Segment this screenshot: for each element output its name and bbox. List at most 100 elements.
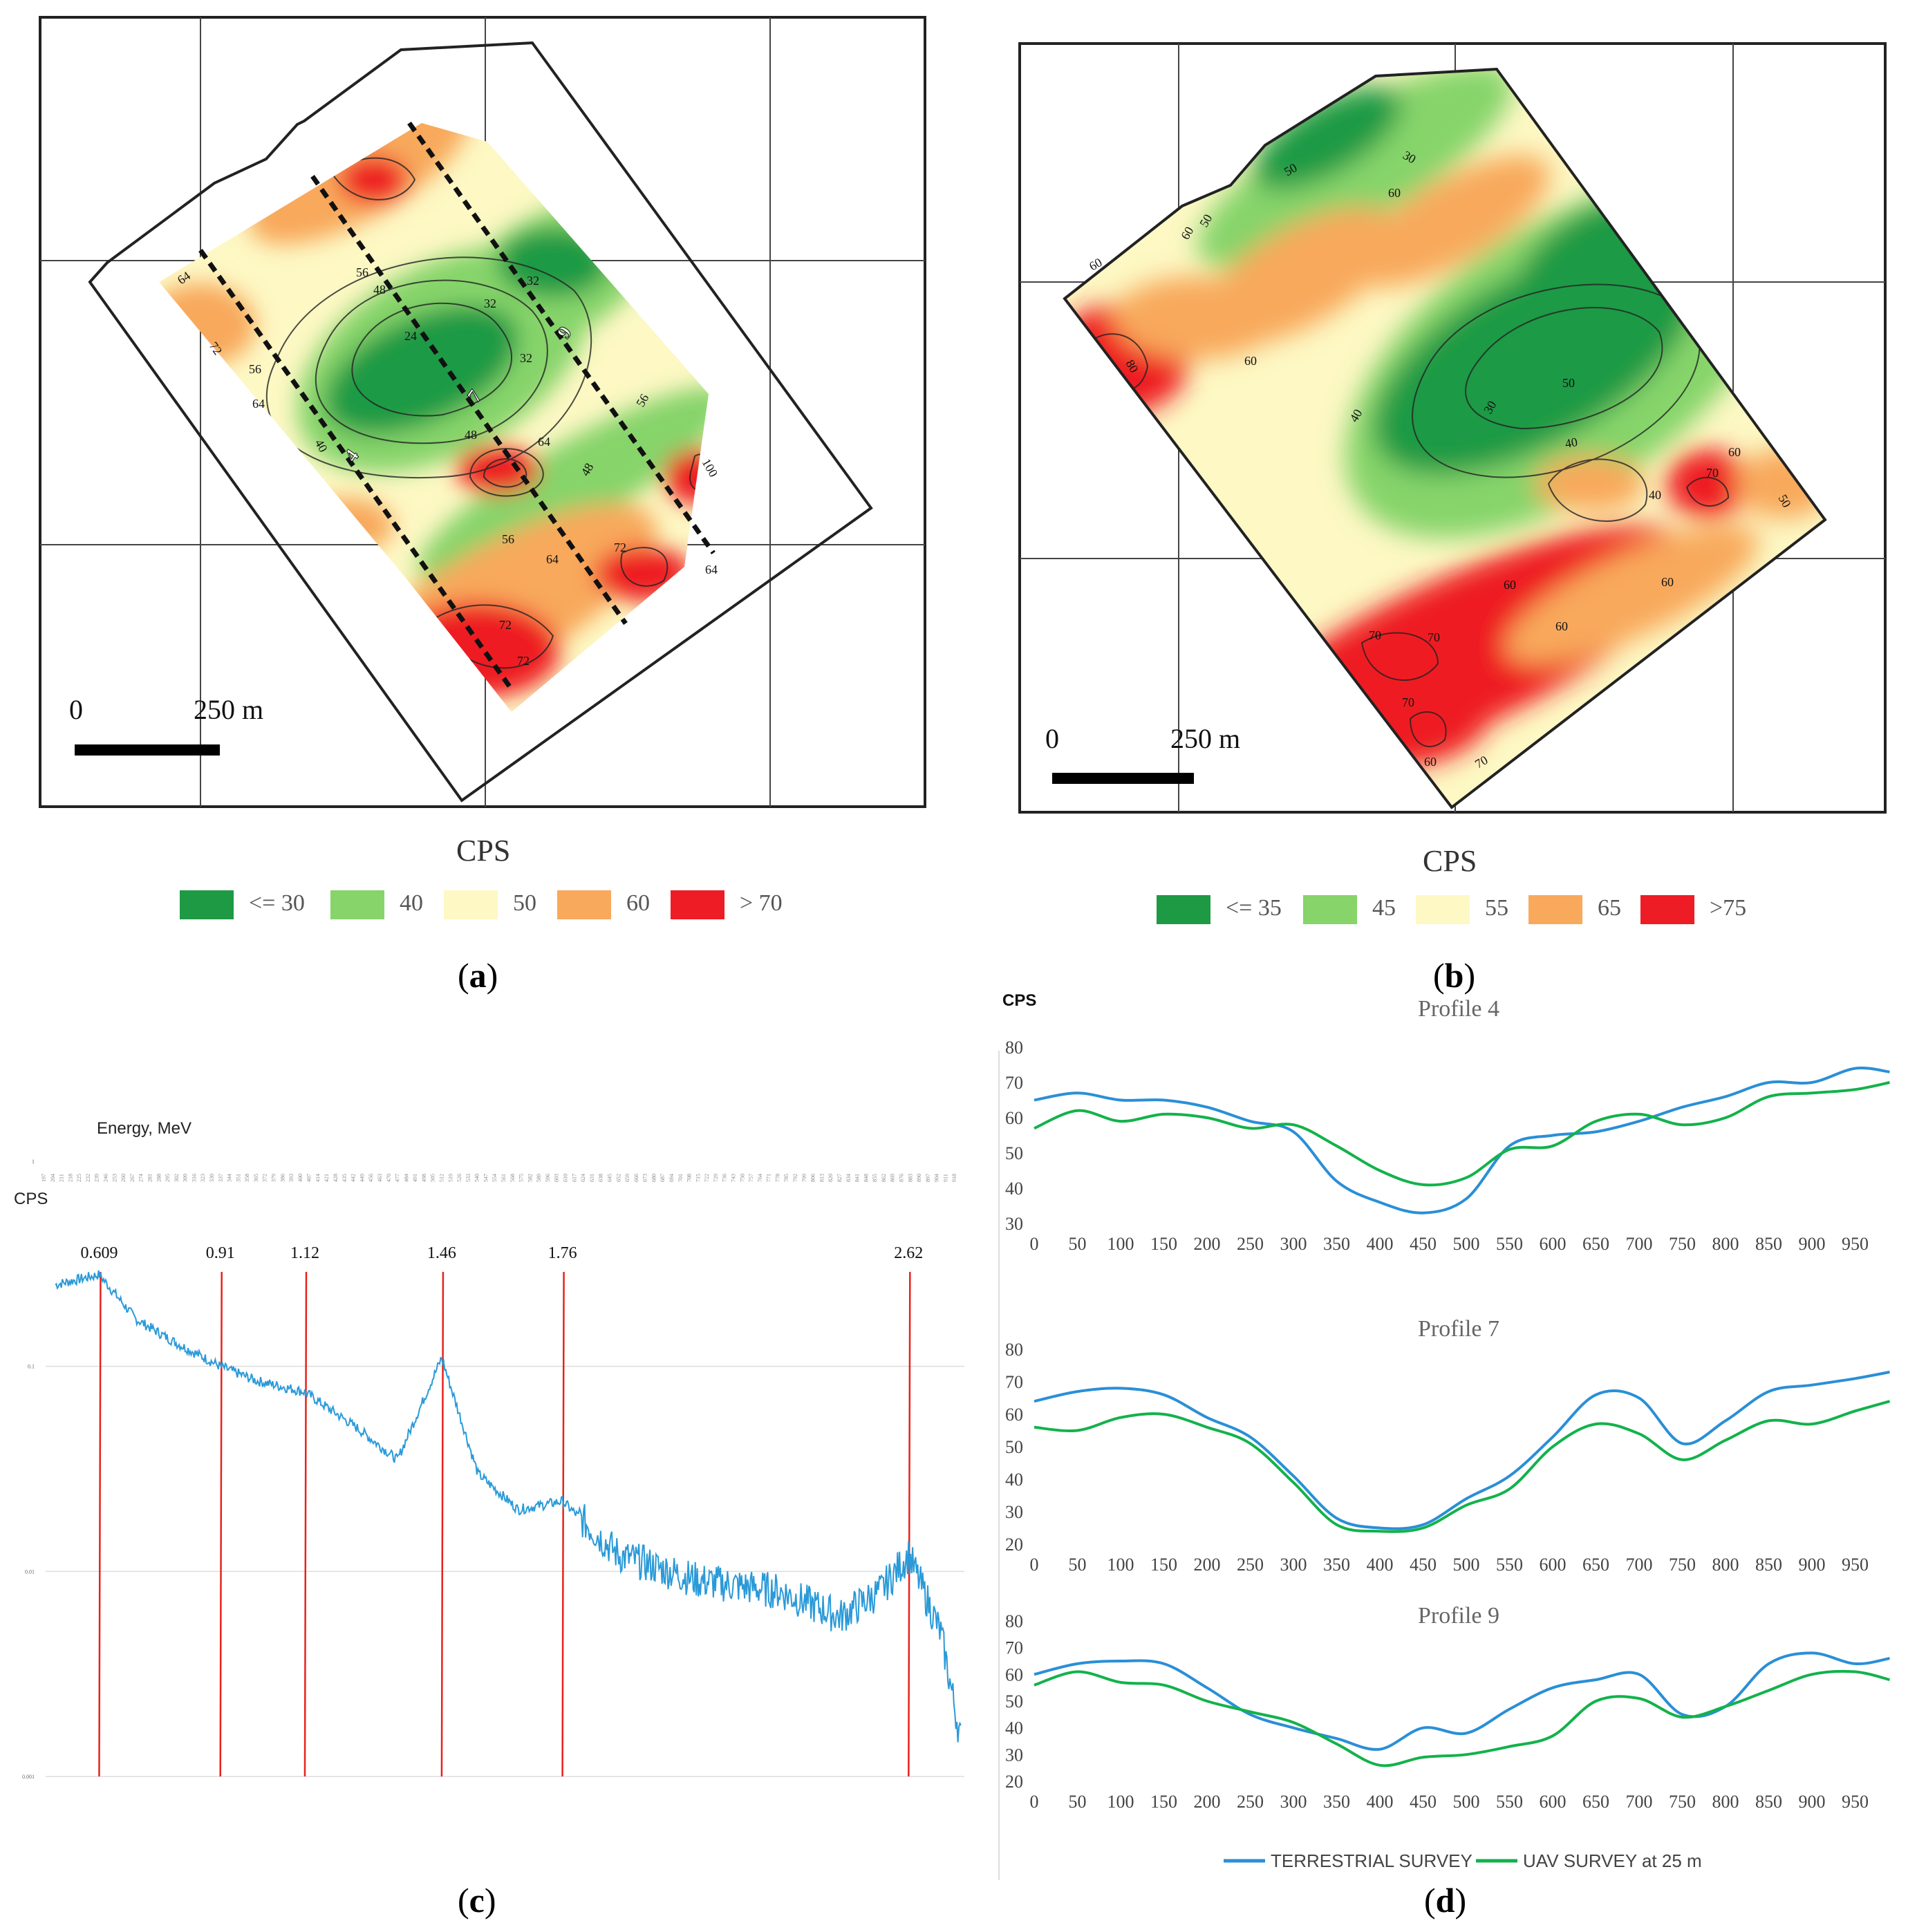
channel-tick-label: 666 [633, 1174, 639, 1182]
channel-tick-label: 561 [501, 1174, 507, 1182]
channel-tick-label: 813 [819, 1174, 825, 1182]
channel-tick-label: 778 [774, 1174, 780, 1182]
channel-tick-label: 806 [810, 1174, 816, 1182]
channel-tick-label: 603 [554, 1174, 560, 1182]
map-b: 60 50 60 50 60 30 80 60 40 30 40 50 40 7… [1018, 42, 1887, 814]
channel-tick-label: 260 [120, 1174, 127, 1182]
profile-title: Profile 9 [1418, 1603, 1499, 1629]
caption-d: (d) [1424, 1881, 1467, 1920]
y-tick-label: 80 [1005, 1038, 1023, 1058]
legend-title-b: CPS [1423, 844, 1477, 878]
x-tick-label: 850 [1755, 1234, 1782, 1254]
peak-label: 2.62 [894, 1244, 923, 1262]
peak-label: 0.91 [206, 1244, 235, 1262]
legend-label: 60 [626, 890, 650, 916]
channel-tick-label: 358 [244, 1174, 250, 1182]
contour-label: 48 [373, 283, 386, 297]
contour-label: 60 [1728, 445, 1741, 459]
legend-label: 40 [400, 890, 423, 916]
contour-label: 64 [538, 435, 550, 449]
channel-tick-label: 442 [350, 1174, 357, 1182]
spectrum-ylabel: CPS [14, 1190, 48, 1208]
channel-tick-label: 281 [147, 1174, 153, 1182]
contour-label: 56 [249, 362, 261, 376]
channel-tick-label: 267 [129, 1174, 135, 1182]
scale-distance: 250 m [1170, 723, 1240, 754]
contour-label: 56 [502, 532, 514, 546]
x-tick-label: 250 [1237, 1234, 1264, 1254]
channel-tick-label: 589 [536, 1174, 542, 1182]
peak-label: 0.609 [80, 1244, 118, 1262]
x-tick-label: 500 [1453, 1234, 1480, 1254]
channel-tick-label: 330 [209, 1174, 215, 1182]
x-tick-label: 700 [1626, 1555, 1653, 1575]
map-a: 64 72 56 64 40 24 32 32 48 56 32 48 64 5… [39, 16, 926, 808]
channel-tick-label: 624 [580, 1174, 586, 1182]
legend-title-a: CPS [456, 834, 511, 867]
scale-bar-b: 0 250 m [1045, 723, 1240, 784]
x-tick-label: 900 [1799, 1234, 1826, 1254]
contour-label: 70 [1369, 628, 1381, 642]
channel-tick-label: 295 [165, 1174, 171, 1182]
channel-tick-label: 596 [545, 1174, 551, 1182]
channel-tick-label: 764 [757, 1174, 763, 1182]
contour-label: 60 [1388, 186, 1401, 200]
x-tick-label: 700 [1626, 1792, 1653, 1812]
profile-series-line [1034, 1651, 1890, 1751]
x-tick-label: 800 [1712, 1792, 1739, 1812]
contour-label: 60 [1244, 354, 1257, 368]
x-tick-label: 550 [1496, 1792, 1523, 1812]
channel-tick-label: 519 [447, 1174, 453, 1182]
channel-tick-label: 526 [456, 1174, 462, 1182]
profile-lines-a [198, 121, 716, 693]
profile-series-line [1034, 1669, 1890, 1767]
channel-tick-label: 736 [722, 1174, 728, 1182]
channel-tick-label: 554 [492, 1174, 498, 1182]
contour-label: 72 [499, 618, 512, 632]
channel-tick-label: 505 [430, 1174, 436, 1182]
channel-tick-label: 757 [748, 1174, 754, 1182]
legend-label: 55 [1485, 895, 1508, 921]
profile-series-line [1034, 1370, 1890, 1530]
contour-label: 64 [252, 397, 265, 411]
channel-tick-label: 911 [942, 1174, 948, 1182]
y-tick-label: 30 [1005, 1745, 1023, 1765]
channel-tick-label: 834 [845, 1174, 852, 1182]
legend-a: <= 30 40 50 60 > 70 [180, 890, 823, 923]
contour-label: 70 [1706, 466, 1719, 480]
contour-label: 40 [1649, 488, 1661, 502]
x-tick-label: 500 [1453, 1555, 1480, 1575]
channel-tick-label: 862 [881, 1174, 887, 1182]
legend-label-terrestrial: TERRESTRIAL SURVEY [1271, 1850, 1472, 1871]
channel-tick-label: 855 [872, 1174, 878, 1182]
x-tick-label: 550 [1496, 1234, 1523, 1254]
peak-line [440, 1271, 445, 1777]
legend-label: 45 [1372, 895, 1396, 921]
legend-swatch [1416, 895, 1470, 924]
caption-b: (b) [1433, 956, 1476, 995]
channel-tick-label: 463 [377, 1174, 383, 1182]
channel-tick-label: 449 [359, 1174, 365, 1182]
x-tick-label: 150 [1150, 1555, 1177, 1575]
contour-label: 40 [1564, 435, 1578, 451]
x-tick-label: 150 [1150, 1234, 1177, 1254]
channel-tick-label: 694 [668, 1174, 675, 1182]
channel-tick-label: 750 [739, 1174, 745, 1182]
channel-tick-label: 372 [262, 1174, 268, 1182]
channel-tick-label: 673 [642, 1174, 648, 1182]
channel-tick-label: 785 [783, 1174, 789, 1182]
channel-tick-label: 890 [916, 1174, 922, 1182]
x-tick-label: 250 [1237, 1792, 1264, 1812]
x-tick-label: 750 [1669, 1234, 1696, 1254]
x-tick-label: 200 [1194, 1234, 1221, 1254]
y-tick-label: 60 [1005, 1664, 1023, 1685]
channel-tick-label: 848 [863, 1174, 869, 1182]
channel-tick-label: 743 [731, 1174, 737, 1182]
channel-tick-label: 302 [174, 1174, 180, 1182]
x-tick-label: 550 [1496, 1555, 1523, 1575]
legend-b: <= 35 45 55 65 >75 [1157, 895, 1799, 928]
y-tick-label: 40 [1005, 1470, 1023, 1490]
x-tick-label: 100 [1107, 1792, 1134, 1812]
